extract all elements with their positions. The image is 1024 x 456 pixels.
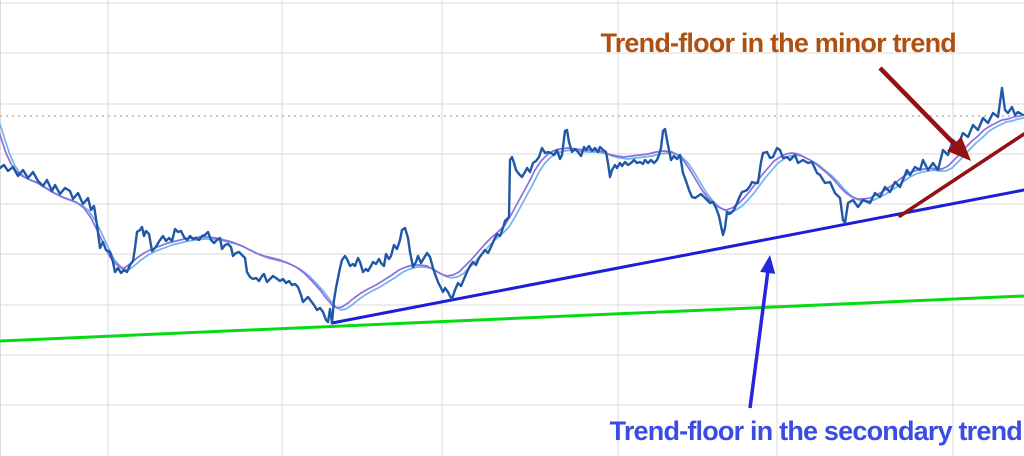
minor-trend-floor-line <box>898 132 1024 218</box>
minor-trend-arrow-head <box>947 136 971 161</box>
minor-trend-arrow-shaft <box>878 66 958 148</box>
secondary-trend-label: Trend-floor in the secondary trend <box>609 416 1023 446</box>
secondary-trend-floor-line <box>330 188 1024 325</box>
price-line <box>0 86 1024 325</box>
secondary-trend-arrow-head <box>760 255 776 274</box>
minor-trend-label: Trend-floor in the minor trend <box>600 28 957 58</box>
secondary-trend-arrow-shaft <box>748 269 770 409</box>
primary-trend-floor-line <box>0 294 1024 343</box>
